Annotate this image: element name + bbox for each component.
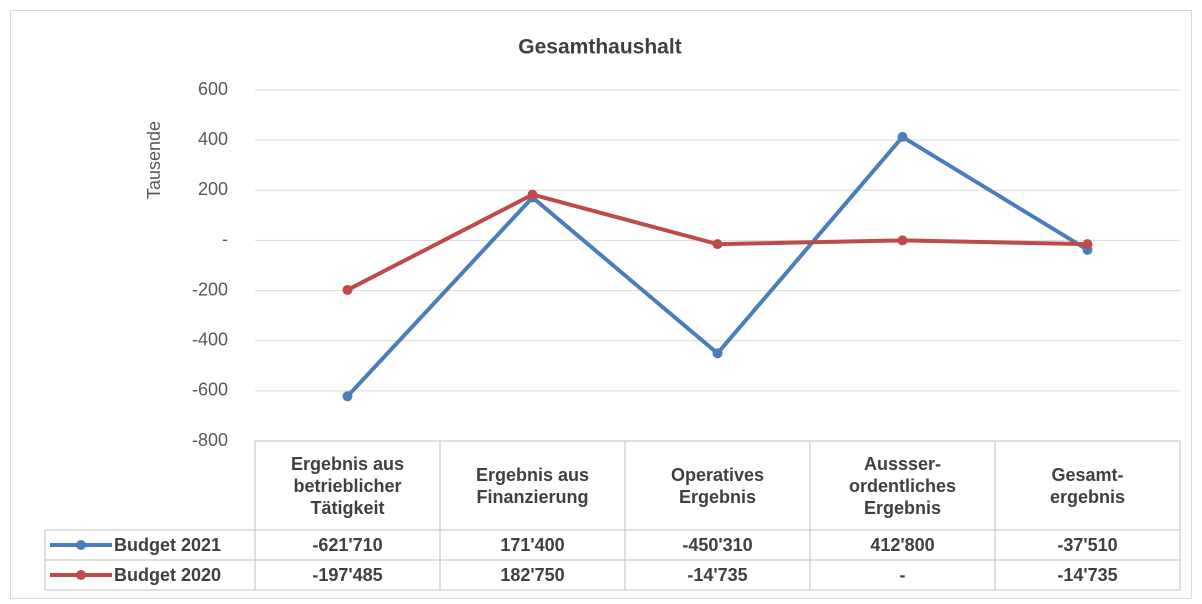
- legend-label: Budget 2021: [114, 535, 222, 555]
- y-tick-label: -400: [192, 329, 228, 349]
- y-tick-label: -200: [192, 279, 228, 299]
- x-tick-label: Ergebnis aus Finanzierung: [475, 464, 590, 507]
- table-value: 182'750: [500, 565, 565, 585]
- y-axis-label: Tausende: [144, 121, 164, 199]
- table-value: -37'510: [1057, 535, 1118, 555]
- chart-border: [10, 10, 1192, 599]
- table-value: -621'710: [312, 535, 383, 555]
- table-value: -: [899, 565, 906, 585]
- data-point: [897, 235, 908, 246]
- table-value: -14'735: [687, 565, 748, 585]
- chart-title: Gesamthaushalt: [518, 36, 681, 59]
- data-point: [342, 391, 353, 402]
- table-value: 412'800: [870, 535, 935, 555]
- y-tick-label: -: [222, 229, 228, 249]
- x-tick-label: Ergebnis aus betrieblicher Tätigkeit: [290, 453, 405, 518]
- legend-label: Budget 2020: [114, 565, 222, 585]
- x-tick-label: Aussser- ordentliches Ergebnis: [848, 453, 957, 518]
- legend-marker: [76, 540, 86, 550]
- table-value: -450'310: [682, 535, 753, 555]
- data-point: [897, 131, 908, 142]
- y-tick-label: 200: [198, 179, 228, 199]
- data-point: [527, 189, 538, 200]
- data-point: [342, 284, 353, 295]
- data-point: [712, 239, 723, 250]
- data-point: [1082, 239, 1093, 250]
- data-point: [712, 348, 723, 359]
- y-tick-label: -600: [192, 380, 228, 400]
- y-tick-label: 400: [198, 129, 228, 149]
- table-value: -14'735: [1057, 565, 1118, 585]
- x-tick-label: Operatives Ergebnis: [670, 464, 765, 507]
- table-value: -197'485: [312, 565, 383, 585]
- y-tick-label: -800: [192, 430, 228, 450]
- x-tick-label: Gesamt- ergebnis: [1049, 464, 1126, 507]
- legend-marker: [76, 570, 86, 580]
- table-value: 171'400: [500, 535, 565, 555]
- y-tick-label: 600: [198, 79, 228, 99]
